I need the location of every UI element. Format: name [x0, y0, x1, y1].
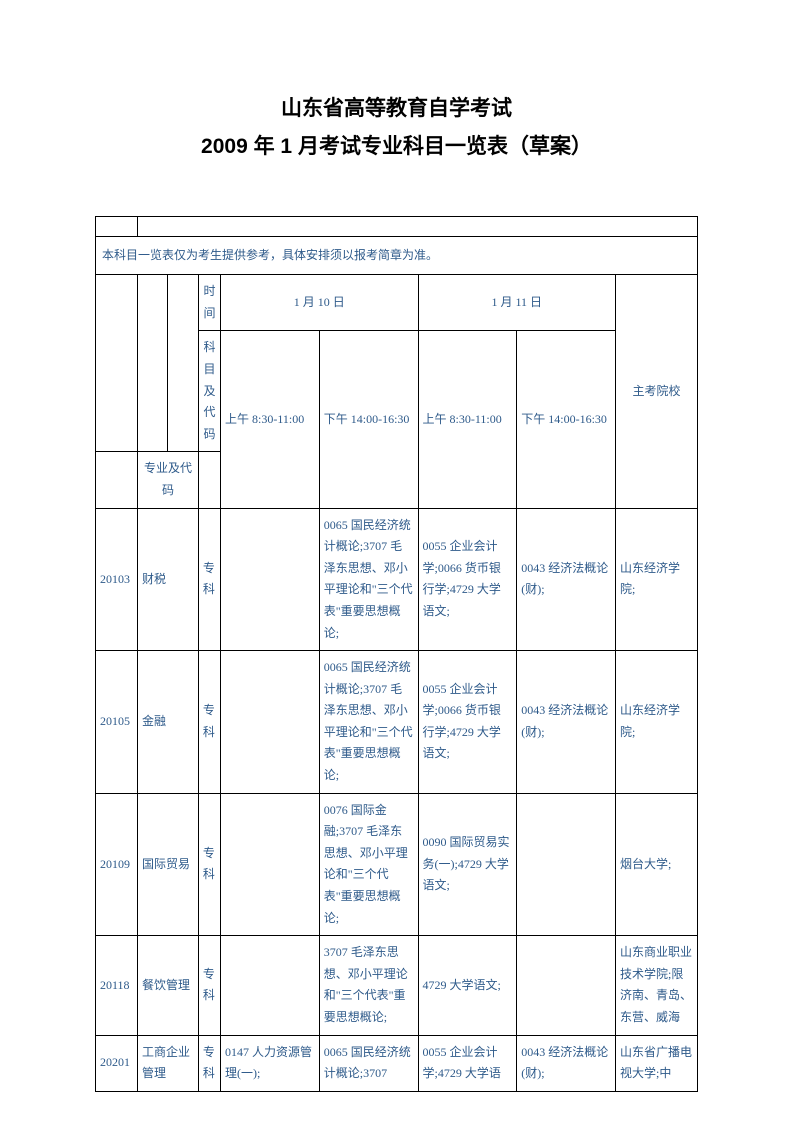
spacer-row	[96, 216, 698, 236]
row-level: 专科	[198, 1035, 220, 1091]
row-code: 20201	[96, 1035, 138, 1091]
time-label: 时间	[198, 275, 220, 331]
title-line-1: 山东省高等教育自学考试	[95, 90, 698, 128]
header-row-1: 时间 1 月 10 日 1 月 11 日 主考院校	[96, 275, 698, 331]
subject-code-label: 科目及代码	[198, 331, 220, 452]
row-inst: 山东经济学院;	[616, 508, 698, 651]
row-inst: 山东商业职业技术学院;限济南、青岛、东营、威海	[616, 936, 698, 1035]
row-c4: 0043 经济法概论(财);	[517, 651, 616, 794]
row-c3: 0055 企业会计学;0066 货币银行学;4729 大学语文;	[418, 508, 517, 651]
afternoon-1: 下午 14:00-16:30	[319, 331, 418, 508]
document-title: 山东省高等教育自学考试 2009 年 1 月考试专业科目一览表（草案）	[95, 90, 698, 166]
table-row: 20109 国际贸易 专科 0076 国际金融;3707 毛泽东思想、邓小平理论…	[96, 793, 698, 936]
row-inst: 烟台大学;	[616, 793, 698, 936]
row-c3: 0055 企业会计学;4729 大学语	[418, 1035, 517, 1091]
row-level: 专科	[198, 793, 220, 936]
row-level: 专科	[198, 508, 220, 651]
institution-label: 主考院校	[616, 275, 698, 508]
row-c2: 0076 国际金融;3707 毛泽东思想、邓小平理论和"三个代表"重要思想概论;	[319, 793, 418, 936]
row-c1	[221, 651, 320, 794]
row-c4	[517, 793, 616, 936]
row-c1	[221, 508, 320, 651]
row-major: 餐饮管理	[138, 936, 199, 1035]
row-c3: 4729 大学语文;	[418, 936, 517, 1035]
row-inst: 山东省广播电视大学;中	[616, 1035, 698, 1091]
row-c1	[221, 793, 320, 936]
afternoon-2: 下午 14:00-16:30	[517, 331, 616, 508]
row-c4: 0043 经济法概论(财);	[517, 1035, 616, 1091]
row-level: 专科	[198, 936, 220, 1035]
row-c2: 0065 国民经济统计概论;3707 毛泽东思想、邓小平理论和"三个代表"重要思…	[319, 508, 418, 651]
table-row: 20118 餐饮管理 专科 3707 毛泽东思想、邓小平理论和"三个代表"重要思…	[96, 936, 698, 1035]
major-code-label: 专业及代码	[138, 452, 199, 508]
row-code: 20109	[96, 793, 138, 936]
row-c1: 0147 人力资源管理(一);	[221, 1035, 320, 1091]
row-level: 专科	[198, 651, 220, 794]
row-c2: 0065 国民经济统计概论;3707 毛泽东思想、邓小平理论和"三个代表"重要思…	[319, 651, 418, 794]
row-c2: 0065 国民经济统计概论;3707	[319, 1035, 418, 1091]
row-major: 金融	[138, 651, 199, 794]
row-c4: 0043 经济法概论(财);	[517, 508, 616, 651]
row-major: 工商企业管理	[138, 1035, 199, 1091]
notice-text: 本科目一览表仅为考生提供参考，具体安排须以报考简章为准。	[96, 236, 698, 275]
row-c3: 0055 企业会计学;0066 货币银行学;4729 大学语文;	[418, 651, 517, 794]
row-code: 20118	[96, 936, 138, 1035]
table-row: 20201 工商企业管理 专科 0147 人力资源管理(一); 0065 国民经…	[96, 1035, 698, 1091]
notice-row: 本科目一览表仅为考生提供参考，具体安排须以报考简章为准。	[96, 236, 698, 275]
row-c2: 3707 毛泽东思想、邓小平理论和"三个代表"重要思想概论;	[319, 936, 418, 1035]
date-1: 1 月 10 日	[221, 275, 419, 331]
morning-2: 上午 8:30-11:00	[418, 331, 517, 508]
row-c3: 0090 国际贸易实务(一);4729 大学语文;	[418, 793, 517, 936]
title-line-2: 2009 年 1 月考试专业科目一览表（草案）	[95, 128, 698, 166]
row-c1	[221, 936, 320, 1035]
exam-schedule-table: 本科目一览表仅为考生提供参考，具体安排须以报考简章为准。 时间 1 月 10 日…	[95, 216, 698, 1092]
table-row: 20105 金融 专科 0065 国民经济统计概论;3707 毛泽东思想、邓小平…	[96, 651, 698, 794]
table-row: 20103 财税 专科 0065 国民经济统计概论;3707 毛泽东思想、邓小平…	[96, 508, 698, 651]
date-2: 1 月 11 日	[418, 275, 616, 331]
row-code: 20103	[96, 508, 138, 651]
row-inst: 山东经济学院;	[616, 651, 698, 794]
row-major: 国际贸易	[138, 793, 199, 936]
morning-1: 上午 8:30-11:00	[221, 331, 320, 508]
row-code: 20105	[96, 651, 138, 794]
row-c4	[517, 936, 616, 1035]
row-major: 财税	[138, 508, 199, 651]
